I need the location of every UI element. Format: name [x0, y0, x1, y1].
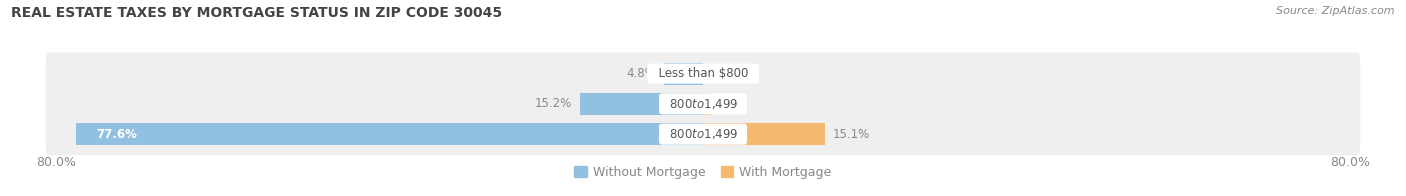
Text: Source: ZipAtlas.com: Source: ZipAtlas.com: [1277, 6, 1395, 16]
Bar: [581, 93, 703, 115]
Text: 1.0%: 1.0%: [720, 97, 749, 110]
Text: 4.8%: 4.8%: [626, 67, 657, 80]
FancyBboxPatch shape: [46, 53, 1360, 95]
Bar: [76, 123, 703, 145]
Text: REAL ESTATE TAXES BY MORTGAGE STATUS IN ZIP CODE 30045: REAL ESTATE TAXES BY MORTGAGE STATUS IN …: [11, 6, 502, 20]
Text: $800 to $1,499: $800 to $1,499: [662, 97, 744, 111]
Text: Less than $800: Less than $800: [651, 67, 755, 80]
Text: 15.1%: 15.1%: [834, 128, 870, 141]
FancyBboxPatch shape: [46, 113, 1360, 155]
FancyBboxPatch shape: [46, 83, 1360, 125]
Text: 77.6%: 77.6%: [96, 128, 136, 141]
Text: $800 to $1,499: $800 to $1,499: [662, 127, 744, 141]
Legend: Without Mortgage, With Mortgage: Without Mortgage, With Mortgage: [569, 161, 837, 184]
Bar: [703, 93, 711, 115]
Bar: [664, 63, 703, 84]
Text: 0.0%: 0.0%: [711, 67, 741, 80]
Text: 15.2%: 15.2%: [534, 97, 572, 110]
Bar: [703, 123, 825, 145]
